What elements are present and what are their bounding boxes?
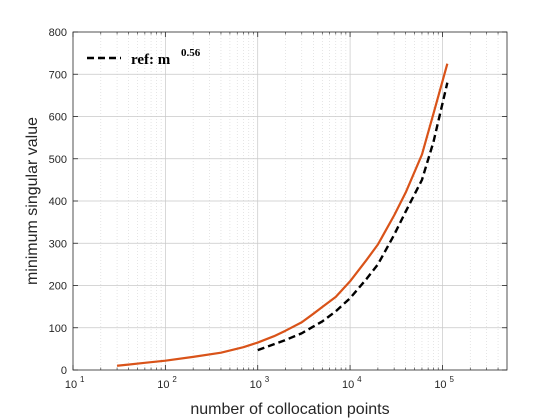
- x-tick-label-exponent: 2: [172, 375, 177, 384]
- legend: ref: m 0.56: [87, 47, 201, 68]
- y-tick-label: 200: [49, 281, 67, 293]
- x-tick-label-base: 10: [157, 379, 169, 391]
- x-tick-label-exponent: 4: [357, 375, 362, 384]
- y-axis-label: minimum singular value: [24, 117, 41, 285]
- x-tick-labels: 10 1 10 2 10 3 10 4 10 5: [65, 375, 455, 391]
- y-tick-label: 400: [49, 196, 67, 208]
- x-tick-label-base: 10: [65, 379, 77, 391]
- major-grid: [73, 32, 507, 370]
- ticks: [72, 31, 507, 371]
- x-tick-label-exponent: 3: [265, 375, 270, 384]
- legend-label-ref-exponent: 0.56: [181, 47, 201, 59]
- x-tick-label: 10 2: [157, 375, 177, 391]
- x-tick-label-exponent: 5: [449, 375, 454, 384]
- y-tick-label: 500: [49, 154, 67, 166]
- y-tick-label: 700: [49, 69, 67, 81]
- data-line: [116, 63, 449, 367]
- x-tick-label: 10 4: [342, 375, 362, 391]
- y-tick-label: 800: [49, 27, 67, 39]
- x-tick-label-exponent: 1: [80, 375, 85, 384]
- x-tick-label: 10 1: [65, 375, 85, 391]
- series-layer: [116, 63, 449, 367]
- x-tick-label-base: 10: [434, 379, 446, 391]
- x-tick-label: 10 5: [434, 375, 454, 391]
- y-tick-label: 300: [49, 238, 67, 250]
- x-axis-label: number of collocation points: [190, 401, 389, 418]
- y-tick-labels: 0 100 200 300 400 500 600 700 800: [49, 27, 67, 377]
- y-tick-label: 600: [49, 112, 67, 124]
- x-tick-label-base: 10: [342, 379, 354, 391]
- y-tick-label: 100: [49, 323, 67, 335]
- x-tick-label: 10 3: [250, 375, 270, 391]
- legend-label-ref: ref: m: [131, 52, 171, 68]
- x-tick-label-base: 10: [250, 379, 262, 391]
- y-tick-label: 0: [61, 365, 67, 377]
- reference-line: [257, 82, 449, 352]
